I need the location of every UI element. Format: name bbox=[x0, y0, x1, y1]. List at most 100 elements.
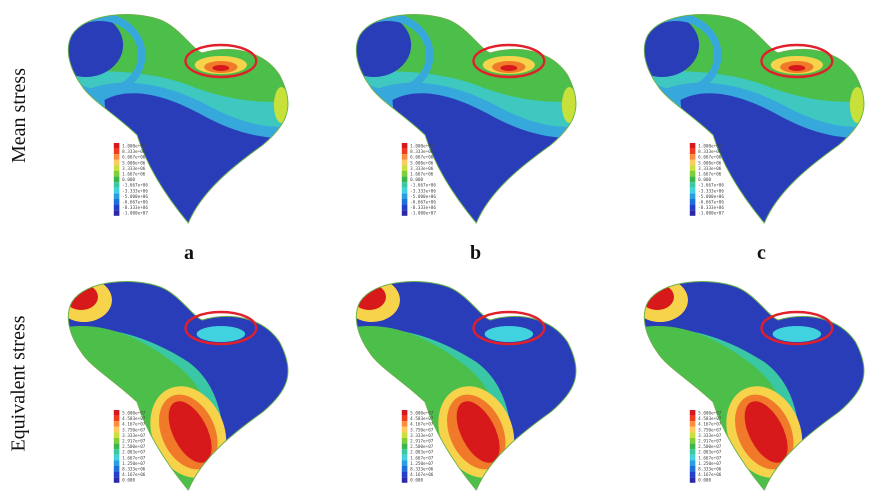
bone-outline bbox=[355, 281, 577, 491]
legend-label: 6.667e+06 bbox=[698, 155, 721, 161]
legend-label: 1.667e+07 bbox=[122, 455, 145, 461]
legend-label: 4.167e+07 bbox=[122, 422, 145, 428]
highlight-ellipse bbox=[472, 43, 546, 79]
legend-label: 8.333e+06 bbox=[698, 466, 721, 472]
legend-swatch bbox=[401, 410, 408, 416]
legend-label: -1.667e+06 bbox=[698, 183, 724, 189]
legend-label: 2.083e+07 bbox=[410, 450, 433, 456]
legend-swatch bbox=[689, 182, 696, 188]
panel-letter-c: c bbox=[757, 242, 766, 264]
legend-label: 8.333e+06 bbox=[122, 149, 145, 155]
legend-swatch bbox=[113, 182, 120, 188]
legend-label: -1.667e+06 bbox=[410, 183, 436, 189]
legend-label: -3.333e+06 bbox=[698, 188, 724, 194]
legend-label: 4.583e+07 bbox=[698, 416, 721, 422]
legend-swatch bbox=[689, 154, 696, 160]
legend-swatch bbox=[689, 199, 696, 205]
legend-swatch bbox=[401, 159, 408, 166]
legend-swatch bbox=[401, 210, 408, 216]
legend-label: 1.667e+06 bbox=[122, 171, 145, 177]
legend-swatch bbox=[401, 143, 408, 149]
legend-swatch bbox=[689, 421, 696, 427]
legend-label: 5.000e+06 bbox=[410, 160, 433, 166]
legend-label: 4.167e+06 bbox=[122, 472, 145, 478]
legend-swatch bbox=[689, 193, 696, 199]
legend-swatch bbox=[113, 159, 120, 166]
legend-swatch bbox=[113, 432, 120, 438]
legend-label: 1.667e+07 bbox=[698, 455, 721, 461]
legend-swatch bbox=[401, 165, 408, 171]
legend-swatch bbox=[689, 466, 696, 472]
legend-swatch bbox=[689, 204, 696, 211]
legend-label: -1.000e+07 bbox=[410, 211, 436, 217]
color-legend: 1.000e+078.333e+066.667e+065.000e+063.33… bbox=[113, 143, 148, 217]
legend-label: -8.333e+06 bbox=[410, 205, 436, 211]
legend-label: 5.000e+07 bbox=[410, 410, 433, 416]
legend-swatch bbox=[689, 426, 696, 433]
mean-stress-plot-b: 1.000e+07 8.333e+06 6.667e+06 5.000e+06 3.33… bbox=[318, 5, 588, 235]
legend-swatch bbox=[401, 460, 408, 466]
legend-swatch bbox=[113, 438, 120, 444]
legend-label: 0.000 bbox=[122, 177, 135, 183]
legend-swatch bbox=[401, 199, 408, 205]
legend-swatch bbox=[113, 171, 120, 177]
row-label-mean-text: Mean stress bbox=[7, 67, 30, 163]
legend-swatch bbox=[689, 454, 696, 461]
equivalent-stress-plot-b: 5.000e+07 4.583e+07 4.167e+07 3.750e+07 3.33… bbox=[318, 272, 588, 502]
legend-swatch bbox=[113, 443, 120, 450]
legend-swatch bbox=[689, 210, 696, 216]
legend-swatch bbox=[689, 443, 696, 450]
bone-outline bbox=[67, 14, 289, 224]
legend-swatch bbox=[401, 187, 408, 194]
legend-label: 2.083e+07 bbox=[122, 450, 145, 456]
mean-stress-plot-a: 1.000e+07 8.333e+06 6.667e+06 5.000e+06 3.33… bbox=[30, 5, 300, 235]
legend-label: -1.667e+06 bbox=[122, 183, 148, 189]
legend-label: 1.250e+07 bbox=[698, 461, 721, 467]
legend-swatch bbox=[689, 176, 696, 183]
legend-label: -8.333e+06 bbox=[122, 205, 148, 211]
legend-swatch bbox=[113, 426, 120, 433]
legend-label: 1.000e+07 bbox=[410, 143, 433, 149]
color-legend: 5.000e+074.583e+074.167e+073.750e+073.33… bbox=[401, 410, 434, 484]
legend-label: 6.667e+06 bbox=[122, 155, 145, 161]
row-label-equivalent-text: Equivalent stress bbox=[7, 315, 30, 452]
legend-label: 4.167e+06 bbox=[410, 472, 433, 478]
legend-label: 1.667e+06 bbox=[410, 171, 433, 177]
legend-swatch bbox=[689, 410, 696, 416]
legend-swatch bbox=[689, 438, 696, 444]
bone-outline bbox=[643, 14, 865, 224]
legend-label: 1.250e+07 bbox=[122, 461, 145, 467]
legend-swatch bbox=[113, 460, 120, 466]
legend-label: 3.333e+06 bbox=[698, 166, 721, 172]
mean-stress-plot-c: 1.000e+07 8.333e+06 6.667e+06 5.000e+06 3.33… bbox=[606, 5, 874, 235]
legend-label: 0.000 bbox=[698, 478, 711, 484]
color-legend: 5.000e+074.583e+074.167e+073.750e+073.33… bbox=[113, 410, 146, 484]
legend-swatch bbox=[113, 148, 120, 155]
legend-swatch bbox=[401, 443, 408, 450]
legend-swatch bbox=[401, 432, 408, 438]
legend-swatch bbox=[113, 449, 120, 455]
legend-label: 2.500e+07 bbox=[698, 444, 721, 450]
legend-label: -3.333e+06 bbox=[122, 188, 148, 194]
legend-label: 3.333e+07 bbox=[410, 433, 433, 439]
bone-outline bbox=[67, 281, 289, 491]
panel-letter-a: a bbox=[184, 242, 194, 264]
legend-swatch bbox=[113, 204, 120, 211]
legend-label: 4.583e+07 bbox=[122, 416, 145, 422]
legend-swatch bbox=[689, 471, 696, 478]
legend-label: 2.500e+07 bbox=[122, 444, 145, 450]
legend-swatch bbox=[113, 466, 120, 472]
legend-swatch bbox=[689, 171, 696, 177]
legend-label: 3.333e+06 bbox=[122, 166, 145, 172]
highlight-ellipse bbox=[184, 310, 258, 346]
bone-outline bbox=[355, 14, 577, 224]
legend-swatch bbox=[401, 176, 408, 183]
legend-label: 4.167e+07 bbox=[698, 422, 721, 428]
legend-label: 3.333e+07 bbox=[122, 433, 145, 439]
legend-label: -8.333e+06 bbox=[698, 205, 724, 211]
legend-swatch bbox=[401, 415, 408, 422]
legend-label: 2.917e+07 bbox=[410, 438, 433, 444]
legend-label: 0.000 bbox=[698, 177, 711, 183]
legend-label: 5.000e+07 bbox=[698, 410, 721, 416]
legend-label: 1.000e+07 bbox=[122, 143, 145, 149]
